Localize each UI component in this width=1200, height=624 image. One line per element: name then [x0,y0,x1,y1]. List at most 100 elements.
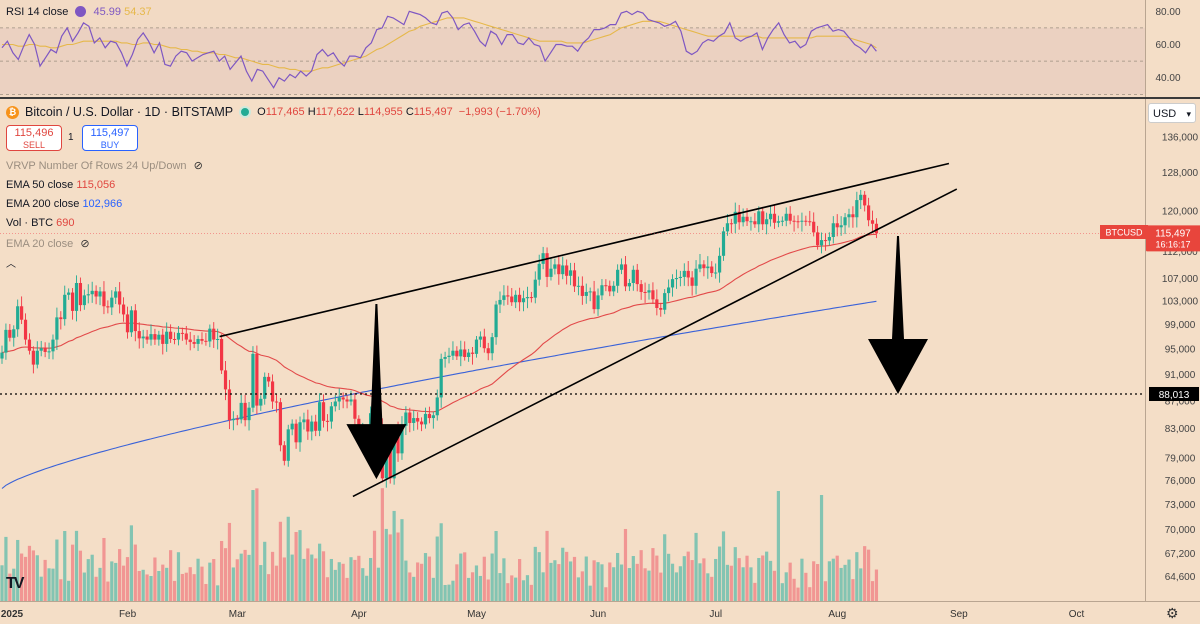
indicator-volume[interactable]: Vol · BTC 690 [6,217,75,229]
volume-bar [780,583,784,601]
candle-body [404,412,408,426]
candle [725,214,730,236]
candle [27,333,32,355]
candle-body [506,295,510,297]
candle [792,215,796,232]
candle-body [874,223,879,234]
candle [631,265,635,291]
volume-bar [412,576,416,601]
candle-body [643,291,647,293]
volume-bar [498,573,502,601]
candle-body [353,399,357,419]
pane-separator[interactable] [0,97,1200,99]
volume-bar [721,531,726,601]
candle-body [251,353,255,408]
candle-body [439,358,443,398]
candle-body [537,263,541,280]
market-status-icon[interactable] [239,106,252,118]
currency-label: USD [1153,108,1177,120]
candle [169,324,173,343]
candle [721,227,726,261]
candle-body [118,291,122,305]
candle [102,281,106,315]
candle [204,332,208,346]
candle [694,260,698,295]
candle-body [490,337,494,354]
collapse-legend-icon[interactable]: ︿ [6,259,16,270]
candle [639,280,643,300]
volume-bar [506,583,510,601]
candle [627,278,631,292]
volume-bar [827,561,831,601]
candle-body [541,253,545,264]
tradingview-logo-icon[interactable]: TV [6,575,25,592]
candle [776,215,781,228]
currency-select[interactable]: USD ▾ [1148,103,1196,123]
volume-bar [655,555,659,601]
gear-icon[interactable]: ⚙ [1166,605,1179,621]
candle [451,341,455,360]
candle-body [584,291,588,296]
candle [808,210,812,226]
indicator-vrvp[interactable]: VRVP Number Of Rows 24 Up/Down ⊘ [6,159,203,172]
candle [455,346,459,361]
candle-body [443,356,447,359]
indicator-ema50[interactable]: EMA 50 close 115,056 [6,179,115,191]
candle-body [125,314,130,333]
candle [612,281,616,297]
sell-button[interactable]: 115,496 SELL [6,125,62,151]
volume-bar [39,576,43,601]
volume-bar [455,564,459,601]
candle-body [172,338,177,340]
candle [659,302,663,317]
volume-bar [329,558,333,601]
price-axis[interactable]: 136,000 128,000 120,000 112,000 107,000 103,0… [1145,99,1200,601]
indicator-ema200[interactable]: EMA 200 close 102,966 [6,198,122,210]
candle [619,258,624,275]
volume-bar [667,553,671,601]
volume-bar [63,531,67,601]
candle [329,401,333,429]
price-chart-svg [0,162,1145,601]
symbol-title[interactable]: Bitcoin / U.S. Dollar · 1D · BITSTAMP [25,105,234,119]
candle-body [651,290,655,300]
candle-body [204,340,208,342]
rsi-tick-label: 40.00 [1155,73,1180,84]
candle-body [212,328,216,340]
candle-body [498,299,502,305]
volume-bar [408,572,412,601]
volume-bar [447,584,451,601]
candle [180,327,184,341]
candle-body [8,329,12,338]
buy-button[interactable]: 115,497 BUY [82,125,138,151]
volume-bar [757,557,761,601]
eye-off-icon[interactable]: ⊘ [193,160,203,172]
time-axis[interactable]: 2025 Feb Mar Apr May Jun Jul Aug Sep Oct [0,601,1200,624]
candle-body [827,236,831,241]
candle-body [55,317,59,340]
volume-bar [847,559,851,601]
candle [498,291,502,314]
candle [290,419,294,436]
rsi-ma-line [2,17,877,72]
candle-body [561,265,565,275]
candle-body [572,270,577,287]
volume-bar [572,556,577,601]
volume-bar [125,557,130,601]
candle [82,289,86,310]
volume-bar [157,570,161,601]
candle-body [674,278,679,280]
candle [259,395,263,411]
rsi-settings-icon[interactable] [75,6,87,17]
volume-bar [478,575,482,601]
main-chart-pane[interactable] [0,99,1145,601]
indicator-ema20[interactable]: EMA 20 close ⊘ [6,237,90,250]
price-tick-label: 83,000 [1165,424,1196,435]
volume-bar [874,569,879,601]
order-quantity[interactable]: 1 [68,132,74,143]
eye-off-icon[interactable]: ⊘ [80,238,90,250]
candle-body [819,240,824,246]
target-down-arrow [868,236,928,394]
rsi-pane[interactable] [0,0,1145,97]
candle [110,290,114,316]
